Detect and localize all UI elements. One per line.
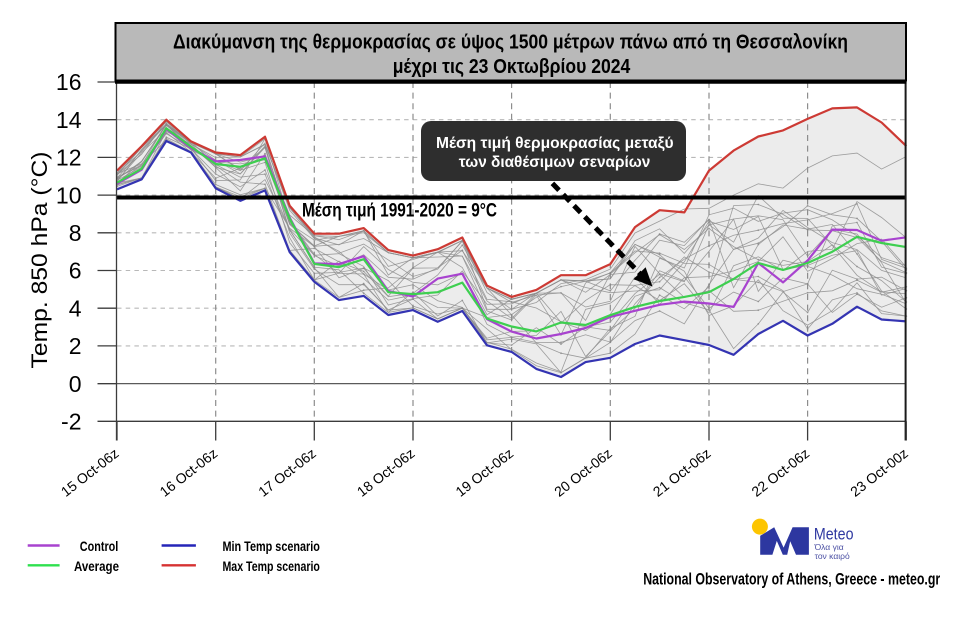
svg-text:Μέση τιμή θερμοκρασίας μεταξύ: Μέση τιμή θερμοκρασίας μεταξύ <box>436 135 674 152</box>
svg-text:Max Temp scenario: Max Temp scenario <box>223 558 320 574</box>
svg-text:-2: -2 <box>61 409 81 435</box>
svg-text:0: 0 <box>69 371 82 397</box>
svg-text:Μέση τιμή 1991-2020 = 9°C: Μέση τιμή 1991-2020 = 9°C <box>302 201 497 222</box>
svg-text:τον καιρό: τον καιρό <box>815 551 850 561</box>
svg-text:Min Temp scenario: Min Temp scenario <box>223 538 320 554</box>
svg-text:Control: Control <box>80 538 119 554</box>
svg-text:14: 14 <box>56 107 82 133</box>
svg-text:Meteo: Meteo <box>814 526 854 544</box>
svg-text:2: 2 <box>69 333 82 359</box>
svg-text:National Observatory of Athens: National Observatory of Athens, Greece -… <box>643 571 941 589</box>
svg-text:6: 6 <box>69 258 82 284</box>
svg-text:8: 8 <box>69 220 82 246</box>
svg-text:16: 16 <box>56 69 82 95</box>
svg-text:Όλα για: Όλα για <box>814 542 844 552</box>
svg-text:Διακύμανση της θερμοκρασίας σε: Διακύμανση της θερμοκρασίας σε ύψος 1500… <box>173 32 848 54</box>
svg-text:των διαθέσιμων σεναρίων: των διαθέσιμων σεναρίων <box>459 154 651 171</box>
svg-text:Temp. 850 hPa (°C): Temp. 850 hPa (°C) <box>27 152 52 369</box>
svg-text:12: 12 <box>56 145 82 171</box>
svg-text:4: 4 <box>69 295 82 321</box>
svg-text:μέχρι τις 23 Οκτωβρίου 2024: μέχρι τις 23 Οκτωβρίου 2024 <box>393 56 631 78</box>
svg-text:10: 10 <box>56 182 82 208</box>
svg-text:Average: Average <box>74 558 119 574</box>
